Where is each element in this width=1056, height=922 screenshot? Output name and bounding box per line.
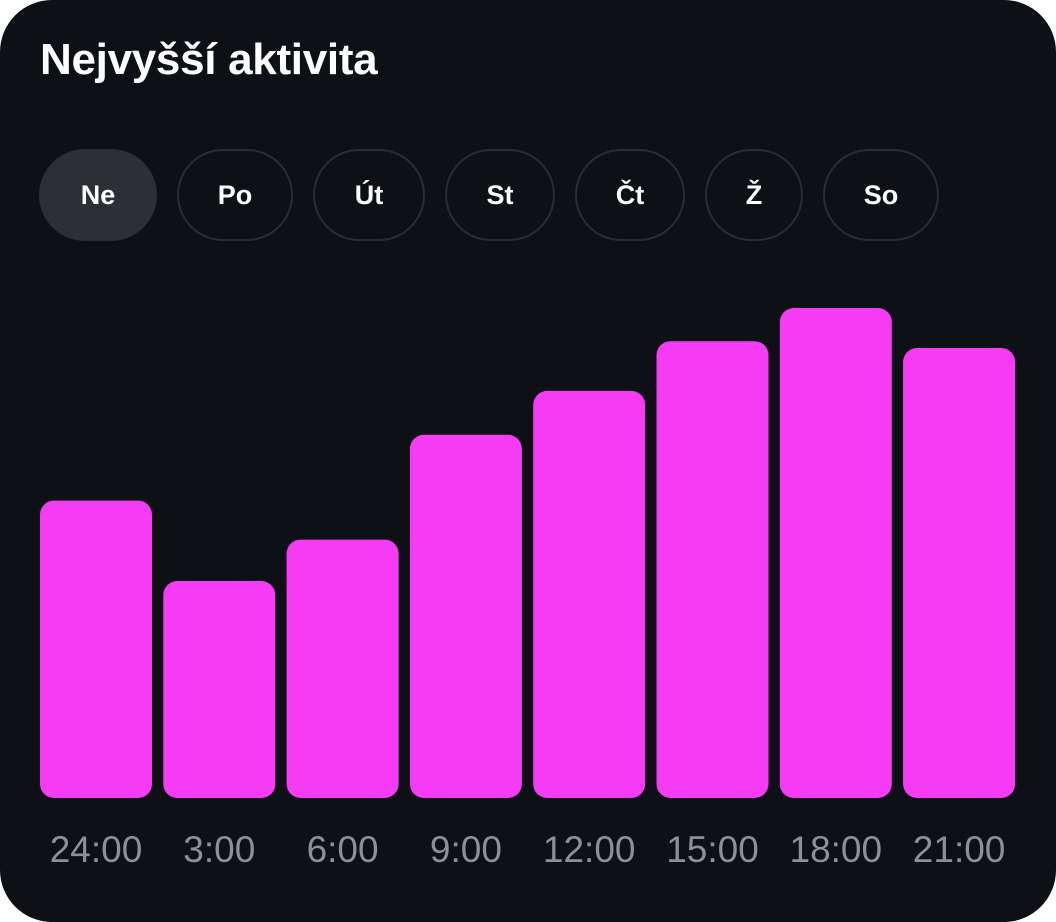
day-selector: Ne Po Út St Čt Ž So <box>39 149 939 241</box>
x-tick-label: 9:00 <box>430 829 502 870</box>
day-tab-st[interactable]: St <box>445 149 555 241</box>
x-tick-label: 24:00 <box>50 829 143 870</box>
day-tab-ct[interactable]: Čt <box>575 149 685 241</box>
x-tick-label: 3:00 <box>183 829 255 870</box>
x-tick-label: 6:00 <box>307 829 379 870</box>
x-tick-label: 12:00 <box>543 829 636 870</box>
bar-24-00[interactable] <box>40 500 152 798</box>
x-tick-label: 18:00 <box>790 829 883 870</box>
bar-3-00[interactable] <box>163 581 276 798</box>
bar-12-00[interactable] <box>533 390 646 798</box>
bar-18-00[interactable] <box>779 308 892 798</box>
bar-21-00[interactable] <box>903 348 1016 798</box>
x-tick-label: 15:00 <box>666 829 759 870</box>
x-tick-label: 21:00 <box>913 829 1006 870</box>
card-title: Nejvyšší aktivita <box>40 35 378 84</box>
day-tab-po[interactable]: Po <box>177 149 293 241</box>
bar-6-00[interactable] <box>286 539 399 798</box>
bar-15-00[interactable] <box>656 341 769 798</box>
day-tab-ut[interactable]: Út <box>313 149 425 241</box>
day-tab-z[interactable]: Ž <box>705 149 803 241</box>
day-tab-ne[interactable]: Ne <box>39 149 157 241</box>
day-tab-so[interactable]: So <box>823 149 939 241</box>
bar-9-00[interactable] <box>409 434 522 798</box>
